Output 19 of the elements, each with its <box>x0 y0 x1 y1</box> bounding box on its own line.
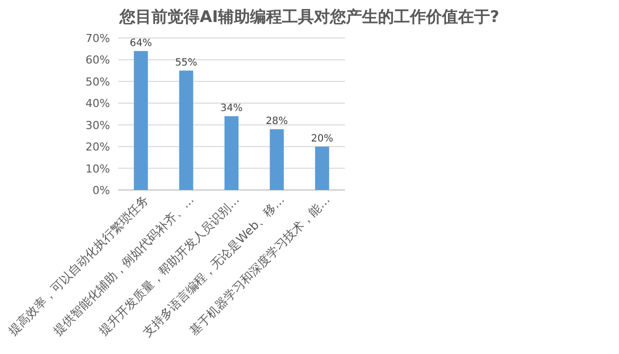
y-tick-label: 10% <box>86 162 110 176</box>
bar <box>224 116 239 190</box>
bar <box>270 129 284 190</box>
y-tick-label: 0% <box>92 184 110 197</box>
chart-title: 您目前觉得AI辅助编程工具对您产生的工作价值在于? <box>118 7 500 26</box>
y-tick-label: 40% <box>86 97 110 110</box>
data-label: 55% <box>175 58 198 69</box>
data-label: 64% <box>130 38 152 50</box>
bar <box>134 51 148 190</box>
data-label: 28% <box>266 116 288 128</box>
data-label: 20% <box>311 134 334 145</box>
y-tick-label: 60% <box>86 54 110 67</box>
y-tick-label: 50% <box>86 75 110 88</box>
bar <box>315 146 330 190</box>
y-tick-label: 20% <box>86 140 110 154</box>
y-tick-label: 70% <box>86 32 110 45</box>
y-tick-label: 30% <box>86 118 110 132</box>
data-label: 34% <box>220 103 243 114</box>
bar <box>179 70 194 190</box>
